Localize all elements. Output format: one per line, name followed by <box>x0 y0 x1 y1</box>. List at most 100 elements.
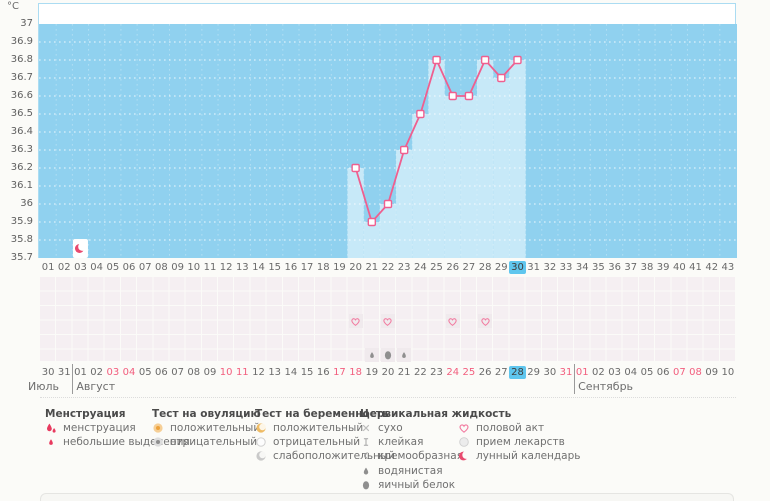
cycle-day-label[interactable]: 08 <box>155 262 168 273</box>
cervical-fluid-cell[interactable] <box>364 348 379 362</box>
calendar-date-label[interactable]: 12 <box>252 367 265 378</box>
calendar-date-label[interactable]: 07 <box>171 367 184 378</box>
temperature-point[interactable] <box>448 91 457 101</box>
cycle-day-label[interactable]: 03 <box>74 262 87 273</box>
calendar-date-label[interactable]: 02 <box>90 367 103 378</box>
cycle-day-label[interactable]: 05 <box>106 262 120 273</box>
temperature-point[interactable] <box>383 199 393 209</box>
calendar-date-label[interactable]: 28 <box>509 366 526 379</box>
calendar-date-label[interactable]: 20 <box>381 367 395 378</box>
cycle-day-label[interactable]: 28 <box>478 262 492 273</box>
cycle-day-label[interactable]: 41 <box>689 262 702 273</box>
cycle-day-label[interactable]: 09 <box>171 262 184 273</box>
cycle-day-label[interactable]: 21 <box>365 262 379 273</box>
calendar-date-label[interactable]: 30 <box>543 367 557 378</box>
cycle-day-label[interactable]: 30 <box>509 261 526 274</box>
cycle-day-label[interactable]: 36 <box>608 262 621 273</box>
calendar-date-label[interactable]: 04 <box>122 367 136 378</box>
calendar-date-label[interactable]: 03 <box>106 367 120 378</box>
calendar-date-label[interactable]: 09 <box>705 367 719 378</box>
cycle-day-label[interactable]: 13 <box>235 262 249 273</box>
temperature-point[interactable] <box>351 163 360 173</box>
cycle-day-label[interactable]: 01 <box>41 262 55 273</box>
calendar-date-label[interactable]: 11 <box>235 367 249 378</box>
cycle-day-label[interactable]: 33 <box>559 262 573 273</box>
calendar-date-label[interactable]: 06 <box>656 367 670 378</box>
temperature-point[interactable] <box>513 55 522 65</box>
cycle-day-label[interactable]: 42 <box>705 262 719 273</box>
calendar-date-label[interactable]: 02 <box>592 367 605 378</box>
cycle-day-label[interactable]: 06 <box>122 262 136 273</box>
cycle-day-label[interactable]: 02 <box>57 262 71 273</box>
temperature-day-column[interactable] <box>460 96 478 258</box>
calendar-date-label[interactable]: 03 <box>608 367 621 378</box>
cycle-day-label[interactable]: 14 <box>252 262 265 273</box>
cycle-day-label[interactable]: 18 <box>316 262 330 273</box>
cycle-day-label[interactable]: 23 <box>397 262 411 273</box>
calendar-date-label[interactable]: 04 <box>624 367 638 378</box>
calendar-date-label[interactable]: 13 <box>268 367 282 378</box>
calendar-date-label[interactable]: 31 <box>559 367 573 378</box>
temperature-point[interactable] <box>497 73 506 83</box>
temperature-day-column[interactable] <box>428 60 445 258</box>
temperature-day-column[interactable] <box>477 60 494 258</box>
temperature-point[interactable] <box>367 217 377 227</box>
cycle-day-label[interactable]: 37 <box>624 262 638 273</box>
temperature-day-column[interactable] <box>363 222 380 258</box>
calendar-date-label[interactable]: 09 <box>203 367 217 378</box>
temperature-point[interactable] <box>416 109 425 119</box>
cycle-day-label[interactable]: 07 <box>138 262 152 273</box>
calendar-date-label[interactable]: 26 <box>478 367 492 378</box>
calendar-date-label[interactable]: 08 <box>689 367 702 378</box>
calendar-date-label[interactable]: 06 <box>155 367 168 378</box>
temperature-day-column[interactable] <box>379 204 397 258</box>
calendar-date-label[interactable]: 17 <box>333 367 346 378</box>
temperature-day-column[interactable] <box>347 168 364 258</box>
cycle-day-label[interactable]: 12 <box>219 262 233 273</box>
cycle-day-label[interactable]: 34 <box>575 262 589 273</box>
cycle-day-label[interactable]: 38 <box>640 262 654 273</box>
calendar-date-label[interactable]: 07 <box>672 367 686 378</box>
cycle-day-label[interactable]: 35 <box>592 262 605 273</box>
calendar-date-label[interactable]: 23 <box>430 367 443 378</box>
temperature-day-column[interactable] <box>509 60 526 258</box>
calendar-date-label[interactable]: 08 <box>187 367 201 378</box>
cycle-day-label[interactable]: 16 <box>284 262 298 273</box>
cycle-day-label[interactable]: 27 <box>462 262 476 273</box>
temperature-point[interactable] <box>464 91 474 101</box>
calendar-date-label[interactable]: 27 <box>494 367 508 378</box>
cycle-day-label[interactable]: 20 <box>349 262 362 273</box>
calendar-date-label[interactable]: 29 <box>527 367 541 378</box>
cycle-day-label[interactable]: 25 <box>430 262 443 273</box>
calendar-date-label[interactable]: 19 <box>365 367 379 378</box>
calendar-date-label[interactable]: 10 <box>721 367 735 378</box>
calendar-date-label[interactable]: 14 <box>284 367 298 378</box>
calendar-date-label[interactable]: 25 <box>462 367 476 378</box>
calendar-date-label[interactable]: 18 <box>349 367 362 378</box>
intercourse-cell[interactable] <box>348 314 363 328</box>
cycle-day-label[interactable]: 17 <box>300 262 314 273</box>
cycle-day-label[interactable]: 43 <box>721 262 735 273</box>
calendar-date-label[interactable]: 10 <box>219 367 233 378</box>
cycle-day-label[interactable]: 11 <box>203 262 217 273</box>
cervical-fluid-cell[interactable] <box>380 348 395 362</box>
calendar-date-label[interactable]: 05 <box>138 367 152 378</box>
cycle-day-label[interactable]: 19 <box>333 262 346 273</box>
cycle-day-label[interactable]: 22 <box>381 262 395 273</box>
cycle-day-label[interactable]: 40 <box>672 262 686 273</box>
temperature-day-column[interactable] <box>493 78 510 258</box>
temperature-point[interactable] <box>480 55 490 65</box>
cycle-day-label[interactable]: 04 <box>90 262 103 273</box>
calendar-date-label[interactable]: 01 <box>575 367 589 378</box>
cervical-fluid-cell[interactable] <box>397 348 412 362</box>
cycle-day-label[interactable]: 10 <box>187 262 201 273</box>
calendar-date-label[interactable]: 31 <box>57 367 71 378</box>
cycle-day-label[interactable]: 15 <box>268 262 282 273</box>
intercourse-cell[interactable] <box>380 314 395 328</box>
cycle-day-label[interactable]: 31 <box>527 262 541 273</box>
intercourse-cell[interactable] <box>478 314 493 328</box>
cycle-day-label[interactable]: 26 <box>446 262 460 273</box>
cycle-day-label[interactable]: 39 <box>656 262 670 273</box>
cycle-day-label[interactable]: 29 <box>494 262 508 273</box>
calendar-date-label[interactable]: 21 <box>397 367 411 378</box>
